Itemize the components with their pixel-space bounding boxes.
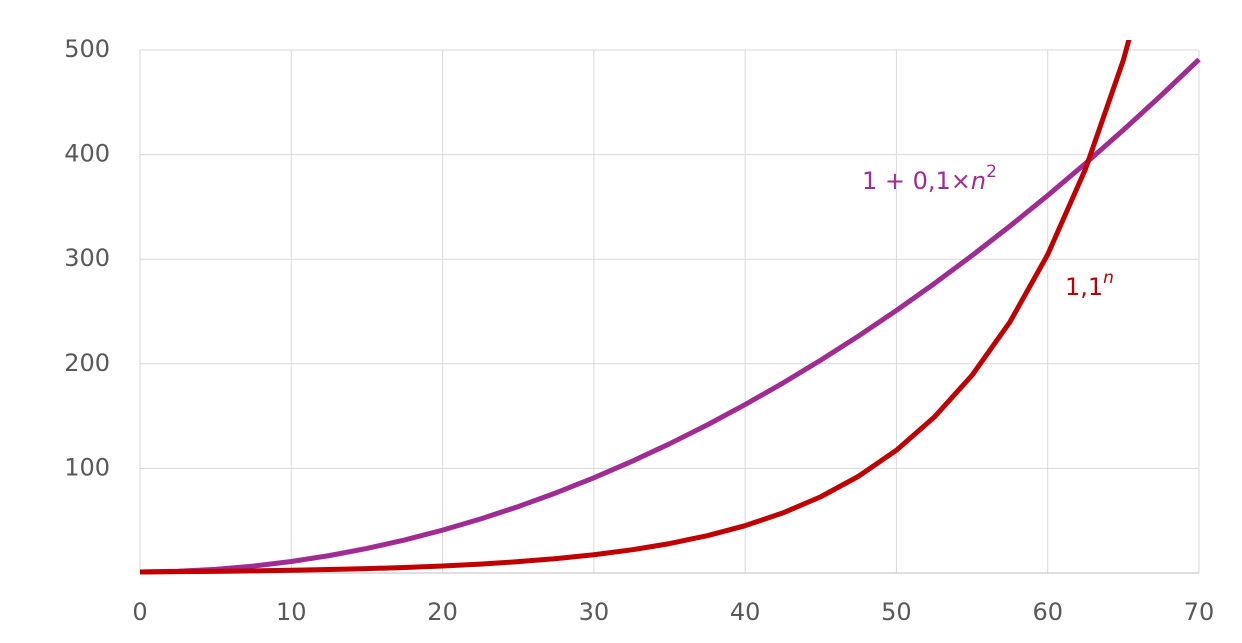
label-part: 1,1 (1065, 273, 1103, 301)
x-tick-label: 50 (881, 598, 912, 626)
y-tick-label: 500 (64, 35, 110, 63)
x-tick-label: 20 (427, 598, 458, 626)
series-line (140, 57, 1201, 575)
series-label: 1 + 0,1×n2 (862, 162, 997, 195)
y-tick-label: 300 (64, 244, 110, 272)
y-tick-label: 100 (64, 453, 110, 481)
x-tick-label: 30 (579, 598, 610, 626)
label-part: 1 + 0,1× (862, 167, 971, 195)
y-tick-label: 400 (64, 140, 110, 168)
series-label: 1,1n (1065, 268, 1114, 301)
x-tick-label: 40 (730, 598, 761, 626)
x-tick-label: 10 (276, 598, 307, 626)
label-part: n (971, 167, 986, 195)
x-tick-label: 70 (1184, 598, 1215, 626)
plot-area (140, 40, 1201, 575)
label-part: n (1103, 268, 1114, 288)
label-part: 2 (986, 162, 997, 182)
series-line (140, 40, 1132, 575)
y-tick-label: 200 (64, 349, 110, 377)
x-tick-label: 0 (132, 598, 147, 626)
x-tick-label: 60 (1032, 598, 1063, 626)
